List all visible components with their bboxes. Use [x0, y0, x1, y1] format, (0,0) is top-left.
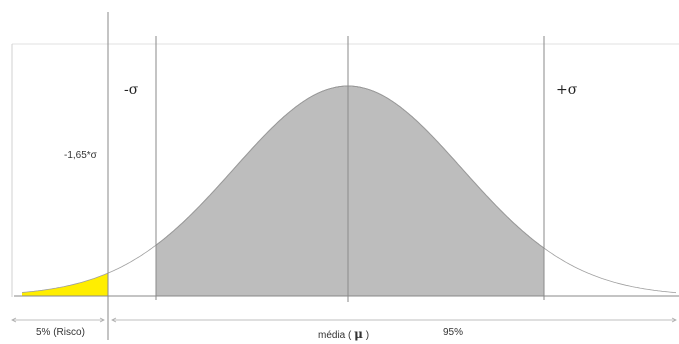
mean-label: média ( μ ) [318, 327, 369, 341]
neg-sigma-label: -σ [124, 82, 139, 98]
mean-label-suffix: ) [365, 330, 370, 341]
bell-curve [21, 85, 677, 294]
risk-label: 5% (Risco) [36, 327, 85, 338]
mean-label-prefix: média ( [318, 330, 352, 341]
risk-tail-area [22, 273, 108, 296]
mu-symbol: μ [354, 327, 363, 341]
confidence-label: 95% [443, 327, 464, 338]
critical-value-label: -1,65*σ [64, 150, 97, 161]
risk-right-arrow [99, 317, 105, 323]
risk-left-arrow [11, 317, 17, 323]
pos-sigma-label: +σ [556, 82, 578, 98]
confidence-left-arrow [111, 317, 117, 323]
confidence-right-arrow [671, 317, 677, 323]
